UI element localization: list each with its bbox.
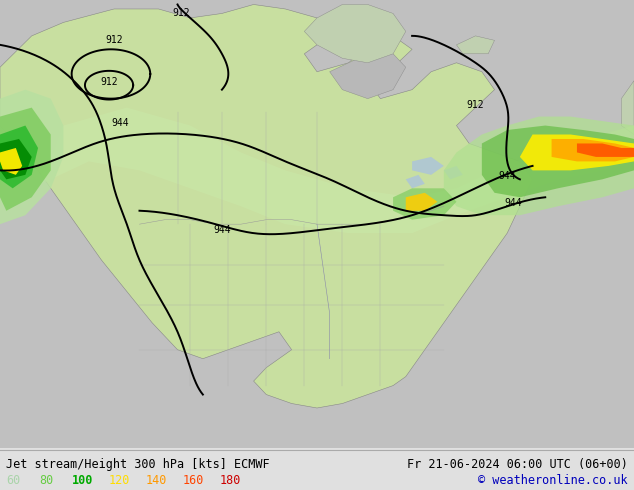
Text: 944: 944 bbox=[111, 118, 129, 127]
Text: 944: 944 bbox=[505, 198, 522, 208]
Text: 912: 912 bbox=[100, 77, 118, 87]
Polygon shape bbox=[482, 125, 634, 197]
Polygon shape bbox=[552, 139, 634, 161]
Polygon shape bbox=[444, 166, 463, 179]
Polygon shape bbox=[406, 175, 425, 188]
Polygon shape bbox=[0, 148, 22, 175]
Text: 912: 912 bbox=[105, 35, 123, 45]
Polygon shape bbox=[393, 188, 456, 220]
Polygon shape bbox=[0, 125, 38, 188]
Text: 120: 120 bbox=[109, 474, 131, 488]
Polygon shape bbox=[32, 108, 634, 233]
Polygon shape bbox=[444, 117, 634, 215]
Text: 944: 944 bbox=[213, 225, 231, 235]
Polygon shape bbox=[330, 54, 406, 98]
Polygon shape bbox=[412, 157, 444, 175]
Polygon shape bbox=[621, 81, 634, 135]
Text: 160: 160 bbox=[183, 474, 204, 488]
Polygon shape bbox=[304, 4, 406, 63]
Text: 912: 912 bbox=[467, 99, 484, 110]
Polygon shape bbox=[0, 108, 51, 211]
Text: 140: 140 bbox=[146, 474, 167, 488]
Text: 100: 100 bbox=[72, 474, 94, 488]
Text: Jet stream/Height 300 hPa [kts] ECMWF: Jet stream/Height 300 hPa [kts] ECMWF bbox=[6, 458, 270, 471]
Text: 60: 60 bbox=[6, 474, 20, 488]
Polygon shape bbox=[406, 193, 437, 211]
Text: 80: 80 bbox=[39, 474, 53, 488]
Polygon shape bbox=[0, 90, 63, 224]
Polygon shape bbox=[577, 144, 634, 157]
Text: Fr 21-06-2024 06:00 UTC (06+00): Fr 21-06-2024 06:00 UTC (06+00) bbox=[407, 458, 628, 471]
Text: 944: 944 bbox=[498, 172, 516, 181]
Polygon shape bbox=[0, 4, 533, 408]
Polygon shape bbox=[0, 139, 32, 179]
Text: 180: 180 bbox=[219, 474, 241, 488]
Polygon shape bbox=[520, 135, 634, 171]
Polygon shape bbox=[456, 36, 495, 54]
Text: 912: 912 bbox=[172, 8, 190, 18]
Text: © weatheronline.co.uk: © weatheronline.co.uk bbox=[478, 474, 628, 488]
